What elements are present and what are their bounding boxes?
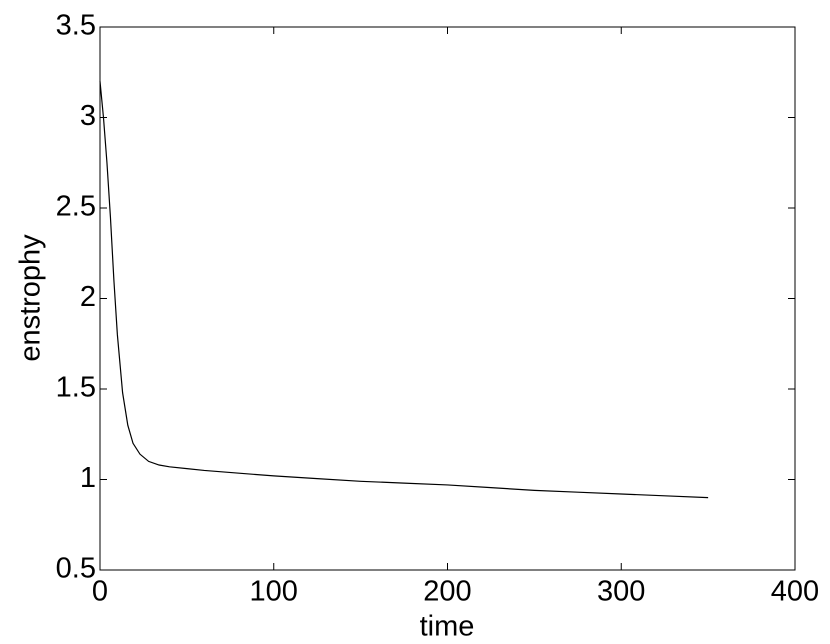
x-tick-label: 0 <box>92 576 108 608</box>
y-tick-label: 2.5 <box>56 191 96 223</box>
x-tick-label: 400 <box>771 576 819 608</box>
y-tick-label: 1.5 <box>56 372 96 404</box>
x-tick-label: 200 <box>423 576 471 608</box>
y-tick-label: 3.5 <box>56 10 96 42</box>
x-axis-label: time <box>420 611 475 643</box>
y-axis-label: enstrophy <box>15 234 47 362</box>
data-line <box>99 81 709 499</box>
plot-frame <box>99 26 796 571</box>
x-tick-label: 300 <box>597 576 645 608</box>
y-tick-label: 2 <box>80 281 96 313</box>
y-tick-label: 0.5 <box>56 553 96 585</box>
x-tick-label: 100 <box>250 576 298 608</box>
y-tick-label: 3 <box>80 100 96 132</box>
y-tick-label: 1 <box>80 462 96 494</box>
